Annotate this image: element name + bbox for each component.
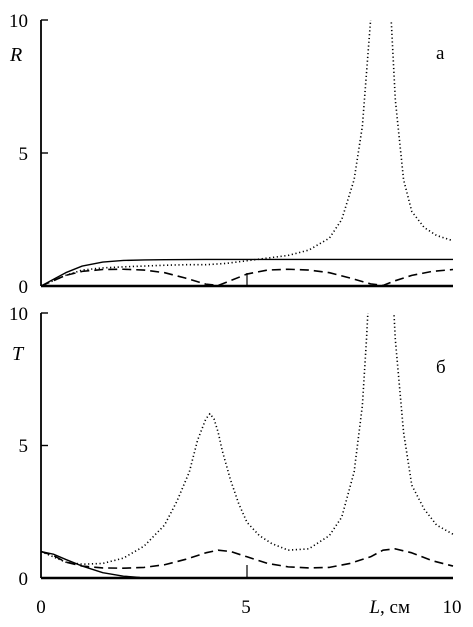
- t-series-dashed: [41, 548, 454, 569]
- t-series-solid: [41, 550, 140, 578]
- xtick-5: 5: [241, 597, 251, 618]
- transmission-panel: T б 10 5 0 0 5 10 L, см: [9, 304, 462, 618]
- t-ytick-0: 0: [19, 569, 29, 590]
- t-series-dotted: [41, 313, 454, 566]
- x-axis-label: L, см: [368, 597, 410, 618]
- panel-label-b: б: [436, 357, 446, 378]
- r-ytick-10: 10: [9, 11, 28, 32]
- reflection-panel: R а 10 5 0: [9, 11, 454, 298]
- r-ytick-5: 5: [19, 144, 29, 165]
- r-axis-label: R: [9, 44, 22, 66]
- t-axis-label: T: [12, 343, 25, 365]
- t-ytick-10: 10: [9, 304, 28, 325]
- r-series-solid: [41, 258, 453, 286]
- t-ytick-5: 5: [19, 436, 29, 457]
- r-series-dotted: [41, 20, 454, 286]
- r-series-dashed: [41, 268, 454, 286]
- panel-label-a: а: [436, 43, 445, 64]
- r-ytick-0: 0: [19, 277, 29, 298]
- xtick-0: 0: [36, 597, 46, 618]
- xtick-10: 10: [443, 597, 462, 618]
